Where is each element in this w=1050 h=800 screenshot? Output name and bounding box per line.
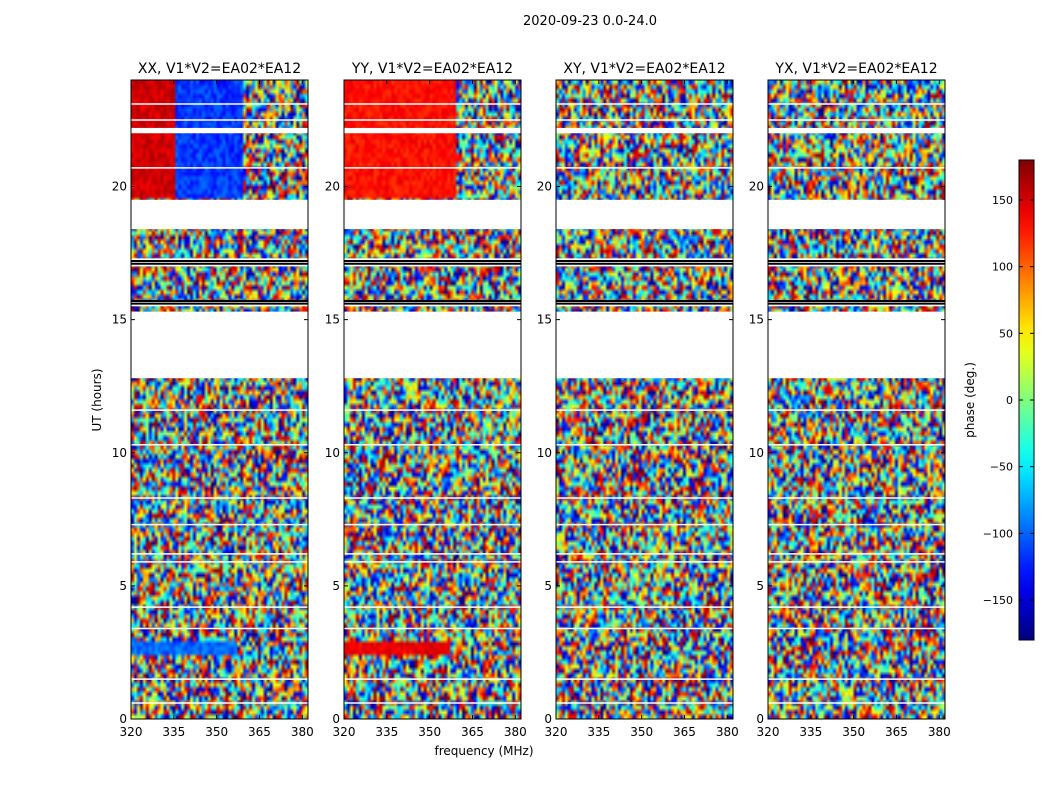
heatmap-image [344,80,521,719]
y-tick-label: 0 [756,712,764,726]
flagged-band [556,258,733,267]
colorbar-tick-label: −100 [983,527,1013,540]
y-tick-label: 0 [332,712,340,726]
y-tick-label: 5 [119,579,127,593]
colorbar-tick-label: 0 [1006,394,1013,407]
x-tick-label: 365 [885,725,908,739]
heatmap-image [131,80,308,719]
y-tick-label: 10 [537,446,552,460]
panel-xx: XX, V1*V2=EA02*EA12 320 335 350 365 380 0 5 10 15… [112,61,314,739]
panel-title: YY, V1*V2=EA02*EA12 [351,61,513,77]
flagged-band [344,311,521,379]
x-tick-label: 335 [375,725,398,739]
x-tick-label: 335 [587,725,610,739]
x-tick-label: 320 [120,725,143,739]
panel-title: XX, V1*V2=EA02*EA12 [138,61,301,77]
x-tick-label: 320 [757,725,780,739]
flagged-band [768,258,945,267]
x-tick-label: 350 [418,725,441,739]
x-tick-label: 380 [928,725,951,739]
flagged-band [344,127,521,134]
x-tick-label: 380 [291,725,314,739]
panel-title: XY, V1*V2=EA02*EA12 [563,61,725,77]
y-tick-label: 15 [749,313,764,327]
y-axis-label: UT (hours) [90,368,104,431]
flagged-band [556,311,733,379]
x-tick-label: 350 [842,725,865,739]
axes-frame [343,79,522,720]
flagged-band [768,199,945,230]
flagged-band [556,127,733,134]
y-tick-label: 5 [332,579,340,593]
flagged-band [131,199,308,230]
x-tick-label: 320 [333,725,356,739]
panel-yy: YY, V1*V2=EA02*EA12 320 335 350 365 380 0 5 10 15… [325,61,527,739]
x-tick-label: 350 [205,725,228,739]
flagged-band [768,311,945,379]
y-tick-label: 20 [537,180,552,194]
axes-frame [130,79,309,720]
colorbar-tick-label: −50 [990,461,1013,474]
colorbar-tick-label: −150 [983,594,1013,607]
axes-frame [767,79,946,720]
colorbar-tick-label: 50 [999,327,1013,340]
flagged-band [344,258,521,267]
y-tick-label: 15 [325,313,340,327]
flagged-band [344,199,521,230]
heatmap-image [768,80,945,719]
y-tick-label: 10 [112,446,127,460]
y-tick-label: 20 [112,180,127,194]
heatmap-image [556,80,733,719]
panel-xy: XY, V1*V2=EA02*EA12 320 335 350 365 380 0 5 10 15… [537,61,739,739]
y-tick-label: 0 [544,712,552,726]
panel-title: YX, V1*V2=EA02*EA12 [774,61,937,77]
y-tick-label: 10 [325,446,340,460]
y-tick-label: 15 [112,313,127,327]
x-tick-label: 365 [673,725,696,739]
x-tick-label: 380 [716,725,739,739]
x-axis-label: frequency (MHz) [434,744,533,758]
flagged-band [131,127,308,134]
figure-title: 2020-09-23 0.0-24.0 [523,14,657,29]
y-tick-label: 0 [119,712,127,726]
x-tick-label: 320 [545,725,568,739]
x-tick-label: 350 [630,725,653,739]
flagged-band [768,127,945,134]
y-tick-label: 20 [325,180,340,194]
flagged-band [131,258,308,267]
y-tick-label: 5 [544,579,552,593]
colorbar-tick-label: 150 [992,194,1013,207]
y-tick-label: 15 [537,313,552,327]
axes-frame [555,79,734,720]
flagged-band [131,311,308,379]
x-tick-label: 335 [799,725,822,739]
x-tick-label: 335 [162,725,185,739]
y-tick-label: 20 [749,180,764,194]
colorbar-tick-label: 100 [992,261,1013,274]
x-tick-label: 365 [248,725,271,739]
colorbar-label: phase (deg.) [963,362,977,438]
x-tick-label: 380 [504,725,527,739]
flagged-band [556,199,733,230]
y-tick-label: 5 [756,579,764,593]
panel-yx: YX, V1*V2=EA02*EA12 320 335 350 365 380 0 5 10 15… [749,61,951,739]
y-tick-label: 10 [749,446,764,460]
x-tick-label: 365 [461,725,484,739]
